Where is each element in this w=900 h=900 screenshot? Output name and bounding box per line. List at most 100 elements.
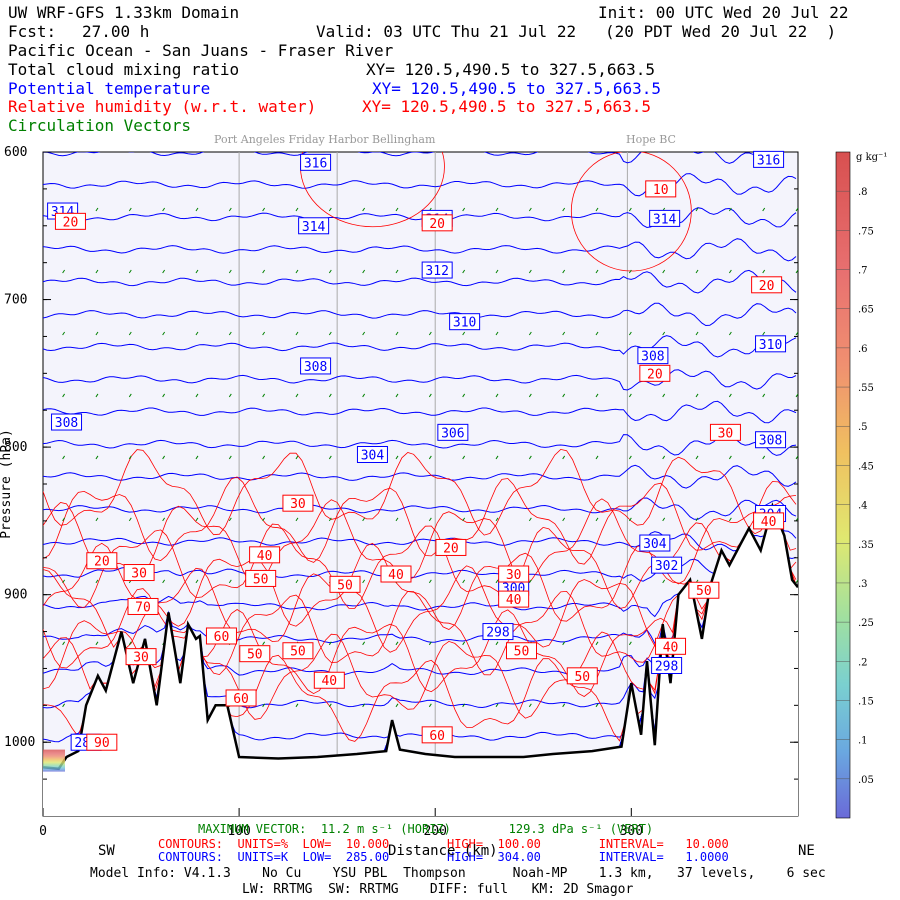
x-tick-label: 300: [620, 824, 643, 839]
theta-label-box: [300, 153, 332, 171]
theta-label: 310: [453, 316, 476, 331]
circulation-vector: [662, 269, 666, 274]
circulation-vector: [662, 393, 666, 398]
circulation-vector: [62, 517, 66, 522]
colorbar-tick-label: .75: [858, 226, 874, 237]
circulation-vector: [795, 331, 798, 336]
rh-label: 50: [514, 645, 530, 660]
y-tick-label: 700: [4, 293, 27, 308]
rh-label: 50: [253, 572, 269, 587]
circulation-vector: [495, 393, 499, 398]
rh-label: 30: [718, 426, 734, 441]
circulation-vector: [662, 331, 666, 336]
circulation-vector: [328, 207, 332, 212]
circulation-vector: [62, 641, 66, 646]
rh-label: 50: [290, 645, 306, 660]
theta-contour: [43, 504, 797, 552]
circulation-vector: [362, 331, 366, 336]
circulation-vector: [762, 269, 766, 274]
rh-label: 20: [647, 367, 663, 382]
circulation-vector: [695, 207, 699, 212]
theta-label: 308: [759, 434, 782, 449]
circulation-vector: [195, 269, 199, 274]
rh-label: 20: [443, 541, 459, 556]
circulation-vector: [328, 517, 332, 522]
colorbar-tick-label: .15: [858, 696, 874, 707]
rh-contour: [570, 152, 692, 272]
rh-label-box: [753, 512, 785, 530]
rh-label-box: [505, 642, 537, 660]
circulation-vector: [795, 579, 798, 584]
y-tick-label: 600: [4, 145, 27, 160]
circulation-vector: [362, 269, 366, 274]
circulation-vector: [328, 641, 332, 646]
model-info: Model Info: V4.1.3 No Cu YSU PBL Thompso…: [90, 866, 826, 881]
circulation-vector: [528, 517, 532, 522]
theta-label-box: [421, 261, 453, 279]
circulation-vector: [295, 455, 299, 460]
circulation-vector: [728, 269, 732, 274]
circulation-vector: [295, 269, 299, 274]
circulation-vector: [595, 331, 599, 336]
circulation-vector: [328, 331, 332, 336]
rh-label: 30: [131, 567, 147, 582]
circulation-vector: [162, 579, 166, 584]
circulation-vector: [395, 703, 399, 708]
circulation-vector: [795, 207, 798, 212]
y-tick-label: 900: [4, 588, 27, 603]
theta-contour: [43, 369, 797, 391]
circulation-vector: [562, 455, 566, 460]
direction-sw: SW: [98, 843, 115, 859]
rh-label-box: [709, 423, 741, 441]
circulation-vector: [295, 579, 299, 584]
theta-contour: [43, 464, 797, 489]
circulation-vector: [628, 269, 632, 274]
theta-label-box: [637, 347, 669, 365]
circulation-vector: [662, 579, 666, 584]
theta-contour: [43, 152, 768, 164]
rh-label-box: [127, 597, 159, 615]
circulation-vector: [95, 269, 99, 274]
circulation-vector: [595, 207, 599, 212]
field-theta-name: Potential temperature: [8, 79, 211, 98]
circulation-vector: [395, 641, 399, 646]
circulation-vector: [195, 207, 199, 212]
theta-label-box: [437, 423, 469, 441]
circulation-vector: [262, 641, 266, 646]
theta-label: 304: [643, 537, 667, 552]
rh-label-box: [329, 575, 361, 593]
circulation-vector: [128, 393, 132, 398]
circulation-vector: [695, 269, 699, 274]
valid-time: Valid: 03 UTC Thu 21 Jul 22 (20 PDT Wed …: [316, 22, 837, 41]
circulation-vector: [362, 641, 366, 646]
place-labels-right: Hope BC: [626, 133, 676, 146]
circulation-vector: [462, 641, 466, 646]
circulation-vector: [628, 393, 632, 398]
theta-label-box: [755, 431, 787, 449]
theta-label: 308: [641, 350, 664, 365]
rh-label-box: [123, 564, 155, 582]
circulation-vector: [528, 269, 532, 274]
theta-contour: [43, 504, 797, 618]
circulation-vector: [162, 393, 166, 398]
region-name: Pacific Ocean - San Juans - Fraser River: [8, 41, 394, 60]
circulation-vector: [162, 269, 166, 274]
circulation-vector: [328, 269, 332, 274]
circulation-vector: [195, 517, 199, 522]
circulation-vector: [162, 517, 166, 522]
rh-label-box: [655, 637, 687, 655]
circulation-vector: [62, 579, 66, 584]
circulation-vector: [228, 331, 232, 336]
circulation-vector: [695, 393, 699, 398]
circulation-vector: [195, 579, 199, 584]
rh-label-box: [125, 648, 157, 666]
circulation-vector: [428, 641, 432, 646]
colorbar: [835, 151, 851, 819]
direction-ne: NE: [798, 843, 815, 859]
circulation-vector: [62, 455, 66, 460]
circulation-vector: [762, 455, 766, 460]
circulation-vector: [462, 703, 466, 708]
colorbar-units: g kg⁻¹: [856, 152, 887, 163]
circulation-vector: [762, 207, 766, 212]
colorbar-tick-label: .05: [858, 775, 874, 786]
